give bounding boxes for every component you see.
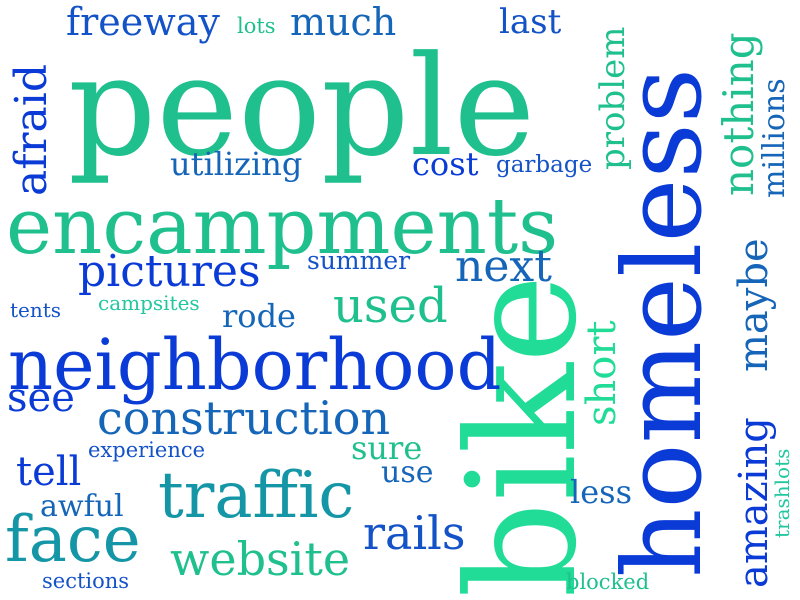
word-blocked: blocked [566,570,650,594]
word-freeway: freeway [66,0,220,44]
word-trashlots: trashlots [770,448,794,538]
word-maybe: maybe [731,238,777,372]
word-sections: sections [42,569,130,593]
word-nothing: nothing [714,32,763,196]
word-website: website [170,532,351,586]
word-traffic: traffic [158,459,355,533]
word-use: use [381,455,434,490]
word-tents: tents [10,298,62,322]
word-see: see [7,375,75,421]
word-awful: awful [40,489,124,524]
word-experience: experience [88,438,206,462]
word-next: next [455,241,552,292]
word-much: much [290,0,397,44]
word-tell: tell [16,449,82,495]
word-pictures: pictures [78,246,261,297]
word-millions: millions [757,78,792,198]
word-people: people [68,26,536,187]
word-used: used [333,278,448,334]
word-encampments: encampments [6,182,559,272]
word-afraid: afraid [6,63,57,196]
word-last: last [499,2,562,42]
word-sure: sure [351,429,423,467]
word-face: face [5,503,141,577]
word-campsites: campsites [98,291,200,315]
word-less: less [570,473,633,511]
word-lots: lots [237,14,276,38]
word-amazing: amazing [731,417,777,588]
word-bike: bike [436,274,610,598]
word-short: short [579,320,625,426]
word-rails: rails [363,506,466,560]
word-utilizing: utilizing [170,145,303,183]
word-summer: summer [307,246,411,275]
word-construction: construction [97,391,391,445]
word-neighborhood: neighborhood [8,324,502,406]
word-cost: cost [412,145,479,183]
word-rode: rode [222,297,296,335]
word-problem: problem [593,26,633,171]
word-garbage: garbage [496,152,593,178]
